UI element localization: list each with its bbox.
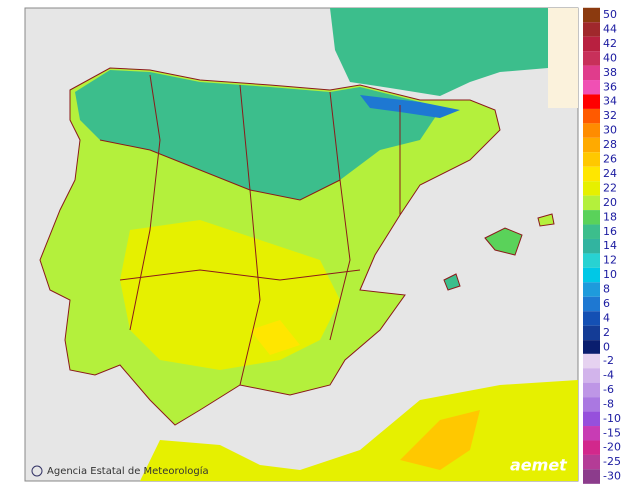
legend-label: 22	[603, 181, 617, 194]
legend-swatch	[583, 36, 600, 52]
legend-swatch	[583, 195, 600, 211]
legend-swatch	[583, 353, 600, 369]
legend-label: -15	[603, 426, 621, 439]
legend-label: 16	[603, 225, 617, 238]
legend-label: 12	[603, 254, 617, 267]
legend-swatch	[583, 440, 600, 455]
legend-swatch	[583, 325, 600, 341]
legend-swatch	[583, 296, 600, 312]
credit-icon	[31, 465, 43, 477]
border	[129, 74, 161, 331]
legend-label: -2	[603, 354, 614, 367]
legend-swatch	[583, 238, 600, 254]
legend-swatch	[583, 123, 600, 138]
legend-label: 42	[603, 37, 617, 50]
legend-label: 24	[603, 167, 617, 180]
border	[119, 269, 361, 281]
legend-swatch	[583, 7, 600, 23]
border	[239, 84, 261, 386]
legend-label: 4	[603, 311, 610, 324]
province-borders	[99, 74, 401, 386]
legend-swatch	[583, 181, 600, 196]
legend-label: -10	[603, 412, 621, 425]
legend-label: 32	[603, 109, 617, 122]
legend-label: 10	[603, 268, 617, 281]
legend-label: 20	[603, 196, 617, 209]
legend-label: -6	[603, 383, 614, 396]
legend-label: 14	[603, 239, 617, 252]
legend-label: 34	[603, 95, 617, 108]
legend-swatch	[583, 426, 600, 441]
legend-swatch	[583, 51, 600, 66]
border	[329, 91, 351, 341]
legend-label: 44	[603, 22, 617, 35]
france	[330, 8, 548, 96]
legend-swatch	[583, 224, 600, 239]
legend-swatch	[583, 340, 600, 355]
legend-label: 26	[603, 153, 617, 166]
legend-label: 36	[603, 80, 617, 93]
legend-label: -25	[603, 455, 621, 468]
no-data	[548, 8, 578, 108]
legend-swatch	[583, 382, 600, 398]
legend-label: -20	[603, 441, 621, 454]
legend-label: 2	[603, 326, 610, 339]
legend-swatch	[583, 65, 600, 81]
legend-swatch	[583, 368, 600, 383]
legend-swatch	[583, 411, 600, 427]
legend-swatch	[583, 454, 600, 470]
legend-swatch	[583, 22, 600, 37]
legend-swatch	[583, 397, 600, 412]
legend: 5044424038363432302826242220181614121086…	[583, 7, 621, 484]
legend-label: -8	[603, 397, 614, 410]
legend-label: 18	[603, 210, 617, 223]
legend-label: 8	[603, 283, 610, 296]
legend-swatch	[583, 311, 600, 326]
africa	[140, 380, 578, 481]
africa-warm	[400, 410, 480, 470]
legend-label: 50	[603, 8, 617, 21]
legend-swatch	[583, 108, 600, 124]
logo: aemet	[510, 456, 568, 475]
mallorca	[484, 227, 523, 256]
legend-swatch	[583, 166, 600, 182]
pyrenees	[360, 95, 460, 118]
legend-label: 30	[603, 124, 617, 137]
legend-label: 0	[603, 340, 610, 353]
north-cool	[75, 70, 440, 200]
legend-label: 40	[603, 51, 617, 64]
hot-spot	[250, 320, 300, 355]
legend-label: 6	[603, 297, 610, 310]
credit: Agencia Estatal de Meteorología	[47, 465, 209, 477]
legend-swatch	[583, 210, 600, 225]
ibiza	[443, 273, 461, 291]
legend-swatch	[583, 267, 600, 283]
legend-swatch	[583, 253, 600, 268]
menorca	[537, 213, 555, 227]
legend-swatch	[583, 80, 600, 95]
legend-swatch	[583, 152, 600, 167]
legend-swatch	[583, 94, 600, 109]
legend-swatch	[583, 469, 600, 484]
border	[99, 139, 341, 201]
legend-swatch	[583, 282, 600, 297]
legend-swatch	[583, 137, 600, 153]
legend-label: -30	[603, 470, 621, 483]
legend-label: 38	[603, 66, 617, 79]
legend-label: -4	[603, 368, 614, 381]
legend-label: 28	[603, 138, 617, 151]
